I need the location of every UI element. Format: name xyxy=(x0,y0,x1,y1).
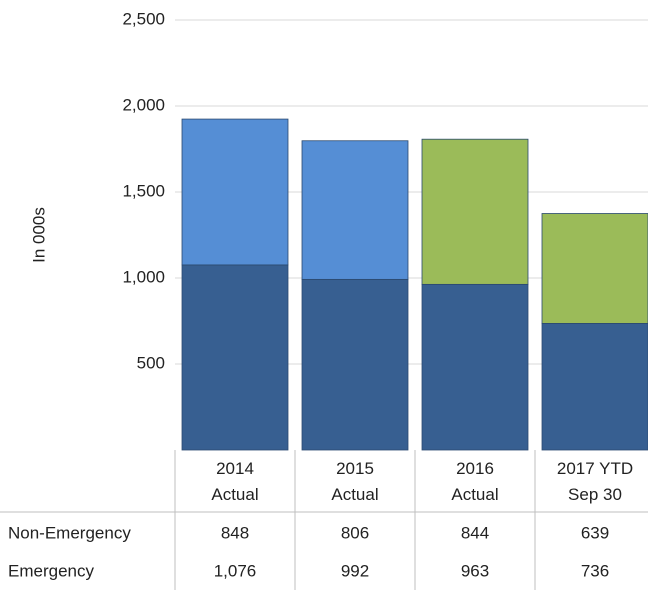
table-cell: 992 xyxy=(341,561,369,580)
category-label: 2017 YTD Sep 30 xyxy=(556,459,634,504)
table-cell: 639 xyxy=(581,523,609,542)
y-tick-label: 2,500 xyxy=(122,9,165,28)
bar-segment xyxy=(421,138,529,285)
y-tick-label: 2,000 xyxy=(122,95,165,114)
y-tick-label: 500 xyxy=(137,353,165,372)
table-lines xyxy=(0,450,648,590)
table-cell: 844 xyxy=(461,523,489,542)
bar-segment xyxy=(421,283,529,451)
table-cell: 1,076 xyxy=(214,561,257,580)
table-cell: 963 xyxy=(461,561,489,580)
table-row-label: Emergency xyxy=(8,561,94,580)
category-label: 2016 Actual xyxy=(451,459,499,504)
bar-segment xyxy=(301,278,409,451)
category-label: 2015 Actual xyxy=(331,459,379,504)
table-cell: 848 xyxy=(221,523,249,542)
table-row-label: Non-Emergency xyxy=(8,523,131,542)
bar-segment xyxy=(301,140,409,280)
y-tick-label: 1,500 xyxy=(122,181,165,200)
bar-segment xyxy=(181,264,289,451)
table-cell: 736 xyxy=(581,561,609,580)
y-tick-label: 1,000 xyxy=(122,267,165,286)
bar-segment xyxy=(541,213,648,324)
table-cell: 806 xyxy=(341,523,369,542)
bar-segment xyxy=(181,118,289,266)
category-label: 2014 Actual xyxy=(211,459,259,504)
y-axis-label: In 000s xyxy=(29,207,48,263)
bar-segment xyxy=(541,323,648,451)
